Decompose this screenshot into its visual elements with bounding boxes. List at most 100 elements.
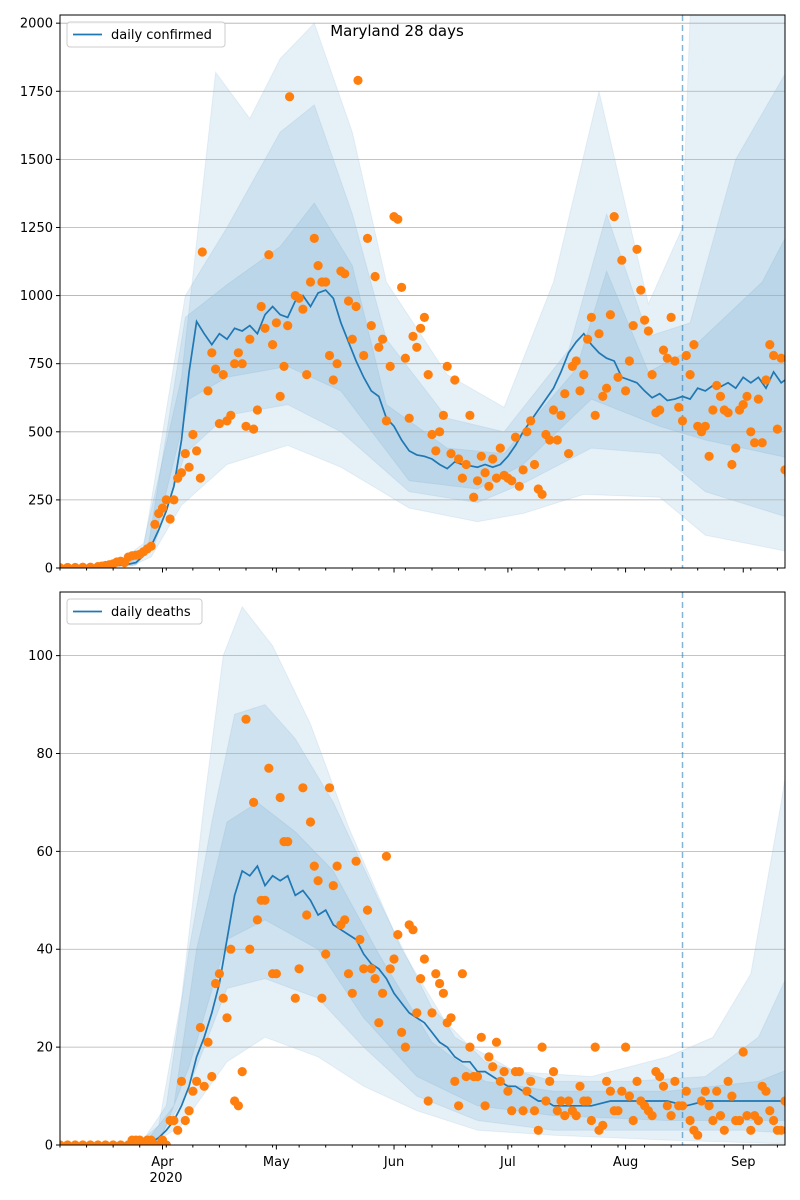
data-point [381,851,391,861]
y-tick-label: 750 [28,357,53,372]
data-point [400,353,410,363]
data-point [522,427,532,437]
data-point [765,340,775,350]
data-point [294,293,304,303]
data-point [454,454,464,464]
legend-label: daily confirmed [111,28,212,43]
data-point [233,348,243,358]
data-point [457,969,467,979]
data-point [624,1091,635,1101]
data-point [85,562,95,568]
data-point [393,930,403,940]
data-point [655,1071,665,1082]
data-point [469,492,479,502]
data-point [780,1096,785,1106]
data-point [662,1101,672,1111]
x-tick-label: May [263,1155,290,1170]
data-point [195,1022,205,1033]
data-point [617,1086,627,1096]
data-point [188,1086,198,1096]
data-point [397,282,407,292]
data-point [658,345,669,355]
data-point [666,312,676,322]
data-point [226,410,236,420]
data-point [347,988,357,998]
data-point [796,343,800,352]
data-point [427,1008,437,1018]
data-point [465,1042,475,1052]
data-point [480,1101,490,1111]
data-point [514,1067,524,1077]
data-point [233,1101,243,1111]
data-point [529,459,540,470]
data-point [419,954,429,964]
data-point [370,974,380,984]
data-point [169,495,179,505]
data-point [742,391,752,401]
legend: daily confirmed [66,21,226,48]
data-point [738,400,748,410]
data-point [343,296,354,306]
data-point [655,405,665,415]
data-point [271,318,281,328]
data-point [431,969,441,979]
data-point [526,416,536,426]
band-outer [60,15,785,568]
data-point [268,340,278,350]
data-point [271,969,281,979]
data-point [738,1047,748,1057]
data-point [385,964,395,974]
data-point [712,1086,722,1096]
data-point [347,334,357,344]
x-tick-label: Sep [731,1155,756,1170]
data-point [723,408,733,418]
data-point [526,1076,536,1086]
data-point [184,462,194,472]
data-point [188,429,198,440]
data-point [495,1076,505,1086]
data-point [708,1115,718,1126]
data-point [510,432,521,442]
data-point [161,1140,171,1145]
data-point [628,1115,638,1126]
data-point [378,988,388,998]
data-point [746,427,756,437]
data-point [203,1037,213,1047]
legend-box [66,598,203,625]
data-point [260,895,270,905]
data-point [712,380,722,391]
data-point [704,451,714,461]
data-point [461,459,471,470]
data-point [776,353,785,363]
data-point [560,1111,570,1121]
data-point [431,446,441,456]
data-point [780,465,785,475]
y-tick-label: 1000 [20,289,53,304]
data-point [305,277,316,287]
y-tick-label: 60 [36,845,53,860]
data-point [362,233,373,243]
data-point [298,304,308,314]
data-point [670,356,680,366]
data-point [753,1115,764,1126]
data-point [685,1115,695,1126]
data-point [321,949,331,959]
y-tick-label: 0 [45,1139,53,1154]
data-point [214,969,224,979]
band-inner [60,801,785,1145]
data-point [640,315,650,325]
data-point [317,993,327,1003]
data-point [249,424,259,434]
data-point [252,405,262,415]
data-point [776,1125,785,1135]
data-point [195,473,205,483]
data-point [180,1115,190,1126]
data-point [192,446,202,456]
data-point [328,881,338,891]
data-point [545,435,555,445]
data-point [222,1013,232,1023]
data-point [366,964,376,974]
data-point [184,1106,194,1116]
data-point [518,465,528,475]
data-point [742,1111,752,1121]
